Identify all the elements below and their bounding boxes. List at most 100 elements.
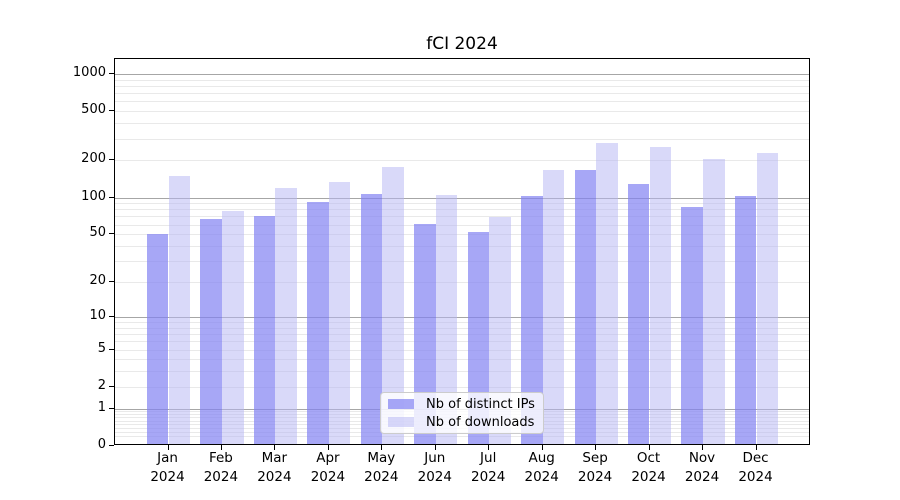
x-tick-mark-oct [648, 445, 650, 450]
minor-gridline-300 [115, 138, 809, 140]
bar-downloads-nov [703, 158, 725, 444]
x-tick-mark-jul [488, 445, 490, 450]
minor-gridline-500 [115, 111, 809, 113]
major-gridline-1000 [115, 73, 809, 75]
bar-downloads-oct [649, 146, 672, 444]
y-tick-mark-500 [109, 110, 114, 112]
x-tick-label-jan: Jan 2024 [150, 450, 185, 485]
x-tick-mark-aug [541, 445, 543, 450]
x-tick-mark-nov [702, 445, 703, 450]
x-tick-label-feb: Feb 2024 [203, 450, 239, 485]
x-tick-label-dec: Dec 2024 [738, 450, 773, 485]
y-tick-label-5: 5 [97, 340, 106, 356]
minor-gridline-3 [115, 371, 809, 373]
minor-gridline-70 [115, 216, 809, 218]
legend-swatch-distinct-ips [388, 399, 414, 409]
y-tick-label-50: 50 [89, 225, 106, 241]
bar-distinct-ips-apr [307, 201, 329, 444]
major-gridline-100 [115, 197, 809, 199]
y-tick-label-10: 10 [89, 307, 106, 323]
y-tick-label-0: 0 [97, 437, 106, 452]
x-tick-label-oct: Oct 2024 [631, 450, 666, 485]
bar-distinct-ips-oct [627, 183, 650, 444]
x-tick-mark-feb [220, 445, 222, 450]
minor-gridline-600 [115, 101, 809, 103]
x-tick-label-mar: Mar 2024 [257, 450, 292, 485]
x-tick-label-jun: Jun 2024 [417, 450, 452, 485]
y-tick-mark-200 [109, 159, 114, 161]
bar-downloads-sep [596, 142, 618, 444]
x-tick-mark-dec [755, 445, 757, 450]
minor-gridline-6 [115, 341, 809, 343]
minor-gridline-8 [115, 327, 809, 329]
y-tick-mark-2 [109, 385, 114, 387]
x-tick-mark-may [381, 445, 383, 450]
y-tick-mark-50 [109, 233, 114, 235]
bar-distinct-ips-jan [146, 234, 169, 444]
legend-item-distinct-ips: Nb of distinct IPs [388, 397, 536, 412]
minor-gridline-60 [115, 224, 809, 226]
y-tick-mark-5 [109, 348, 114, 350]
minor-gridline-900 [115, 79, 809, 81]
y-tick-mark-1000 [109, 72, 114, 74]
plot-area: Nb of distinct IPs Nb of downloads [114, 58, 810, 445]
bar-downloads-apr [328, 182, 351, 444]
x-tick-label-apr: Apr 2024 [310, 450, 346, 485]
minor-gridline-50 [115, 234, 809, 236]
minor-gridline-30 [115, 261, 809, 263]
y-tick-label-100: 100 [81, 188, 106, 204]
bar-downloads-feb [222, 210, 244, 444]
bar-distinct-ips-nov [681, 206, 703, 444]
y-tick-mark-0 [109, 445, 114, 446]
bar-distinct-ips-feb [200, 219, 222, 444]
y-tick-mark-10 [109, 315, 114, 317]
bar-downloads-may [382, 166, 404, 444]
y-tick-label-200: 200 [81, 151, 106, 167]
bars-layer [115, 59, 809, 444]
bar-downloads-dec [756, 152, 779, 444]
bar-downloads-mar [275, 188, 297, 444]
bar-downloads-jan [168, 176, 191, 444]
bar-downloads-jun [435, 194, 458, 444]
minor-gridline-90 [115, 203, 809, 205]
minor-gridline-400 [115, 123, 809, 125]
bar-downloads-jul [489, 216, 511, 444]
legend-label-downloads: Nb of downloads [426, 414, 535, 430]
bar-distinct-ips-dec [734, 195, 757, 444]
major-gridline-10 [115, 316, 809, 318]
x-tick-label-may: May 2024 [364, 450, 399, 485]
x-tick-label-nov: Nov 2024 [684, 450, 720, 485]
bar-distinct-ips-may [360, 194, 383, 444]
minor-gridline-4 [115, 359, 809, 361]
bar-distinct-ips-sep [574, 170, 597, 444]
x-tick-label-aug: Aug 2024 [524, 450, 559, 485]
minor-gridline-80 [115, 209, 809, 211]
bar-distinct-ips-jul [467, 232, 490, 444]
bar-distinct-ips-jun [414, 223, 436, 444]
minor-gridline-700 [115, 93, 809, 95]
minor-gridline-9 [115, 322, 809, 323]
bar-distinct-ips-aug [521, 196, 543, 444]
x-tick-mark-mar [274, 445, 276, 450]
x-tick-label-jul: Jul 2024 [471, 450, 506, 485]
y-tick-mark-20 [109, 281, 114, 282]
bar-distinct-ips-mar [253, 216, 276, 444]
y-tick-label-2: 2 [97, 377, 106, 393]
minor-gridline-20 [115, 282, 809, 283]
legend: Nb of distinct IPs Nb of downloads [380, 392, 544, 434]
legend-item-downloads: Nb of downloads [388, 415, 536, 430]
x-tick-mark-apr [327, 445, 329, 450]
legend-swatch-downloads [388, 417, 414, 427]
minor-gridline-0.2 [115, 436, 809, 438]
legend-label-distinct-ips: Nb of distinct IPs [426, 396, 535, 412]
bar-downloads-aug [542, 170, 565, 444]
x-tick-label-sep: Sep 2024 [577, 450, 613, 485]
x-tick-mark-jun [434, 445, 436, 450]
x-tick-mark-sep [595, 445, 597, 450]
y-tick-label-1: 1 [97, 399, 106, 415]
minor-gridline-5 [115, 349, 809, 351]
y-tick-mark-100 [109, 196, 114, 198]
minor-gridline-7 [115, 334, 809, 335]
minor-gridline-800 [115, 85, 809, 87]
